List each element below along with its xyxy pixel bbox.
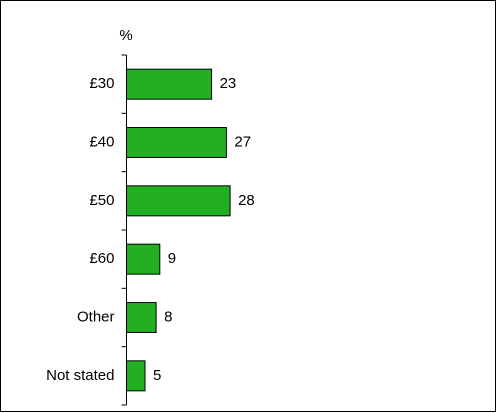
bar [126, 185, 231, 217]
bar [126, 243, 161, 275]
y-tick-label: £40 [89, 133, 114, 150]
data-label: 23 [220, 75, 237, 92]
data-label: 27 [234, 133, 251, 150]
bar [126, 302, 157, 333]
y-tick-label: £50 [89, 192, 114, 209]
data-label: 9 [168, 250, 176, 267]
axis-label: % [119, 27, 132, 44]
bar [126, 127, 227, 158]
data-label: 8 [164, 308, 172, 325]
y-tick-label: Other [77, 308, 115, 325]
y-tick-label: Not stated [46, 367, 114, 384]
data-label: 5 [153, 367, 161, 384]
y-tick-label: £30 [89, 75, 114, 92]
data-label: 28 [238, 192, 255, 209]
bar [126, 68, 213, 100]
bar [126, 360, 146, 392]
y-tick-label: £60 [89, 250, 114, 267]
